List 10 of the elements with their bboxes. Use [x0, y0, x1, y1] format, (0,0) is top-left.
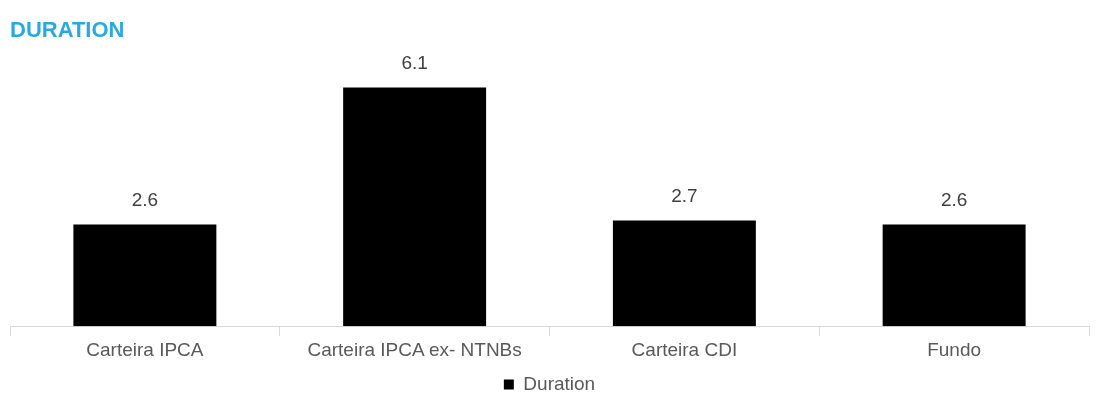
data-label: 6.1 — [401, 52, 428, 74]
data-label: 2.6 — [940, 189, 968, 211]
data-label: 2.6 — [131, 189, 159, 211]
x-tick-label: Carteira IPCA ex- NTNBs — [307, 338, 522, 360]
data-label: 2.7 — [671, 185, 698, 207]
x-tick-label: Carteira IPCA — [86, 338, 204, 360]
x-tick-label: Fundo — [927, 338, 982, 360]
chart-title: DURATION — [10, 17, 125, 43]
x-tick-label: Carteira CDI — [631, 338, 738, 360]
legend-label: Duration — [523, 372, 596, 394]
